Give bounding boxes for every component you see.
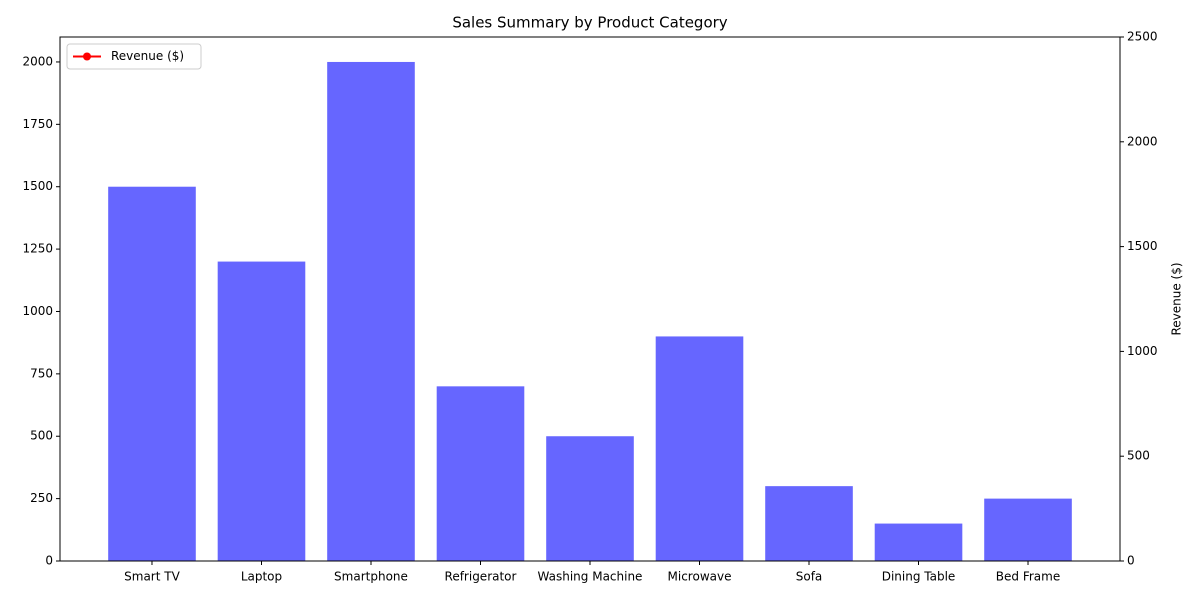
chart-title: Sales Summary by Product Category [452, 14, 727, 32]
y2-axis-label: Revenue ($) [1170, 262, 1184, 335]
x-tick-label: Dining Table [882, 570, 956, 584]
y2-tick-label: 0 [1127, 554, 1135, 568]
bar [984, 498, 1072, 561]
x-tick-label: Bed Frame [996, 570, 1060, 584]
bar [217, 261, 306, 561]
y2-tick-label: 500 [1127, 449, 1150, 463]
plot-frame [59, 36, 1121, 562]
legend-marker [83, 52, 91, 61]
bar [546, 436, 634, 561]
bar [108, 186, 196, 561]
y2-tick-label: 2500 [1127, 30, 1158, 44]
bar [436, 386, 525, 561]
y2-tick-label: 1500 [1127, 239, 1158, 253]
y-tick-label: 2000 [22, 54, 53, 68]
y-tick-label: 250 [30, 491, 53, 505]
y-tick-label: 1000 [22, 304, 53, 318]
y-tick-label: 500 [30, 429, 53, 443]
x-tick-label: Smartphone [334, 570, 408, 584]
y-tick-label: 1750 [22, 117, 53, 131]
bar [874, 523, 963, 561]
bar [765, 486, 853, 561]
x-tick-label: Laptop [241, 570, 282, 584]
y-tick-label: 1250 [22, 242, 53, 256]
x-tick-label: Microwave [668, 570, 732, 584]
x-tick-label: Washing Machine [538, 570, 643, 584]
bar [655, 336, 744, 561]
y2-tick-label: 1000 [1127, 344, 1158, 358]
x-tick-label: Refrigerator [445, 570, 517, 584]
x-tick-label: Sofa [796, 570, 823, 584]
y-tick-label: 0 [45, 554, 53, 568]
legend-label: Revenue ($) [111, 49, 184, 63]
y2-tick-label: 2000 [1127, 134, 1158, 148]
y-tick-label: 750 [30, 366, 53, 380]
x-tick-label: Smart TV [124, 570, 180, 584]
y-tick-label: 1500 [22, 179, 53, 193]
bar [327, 61, 415, 561]
legend-box [66, 43, 202, 70]
